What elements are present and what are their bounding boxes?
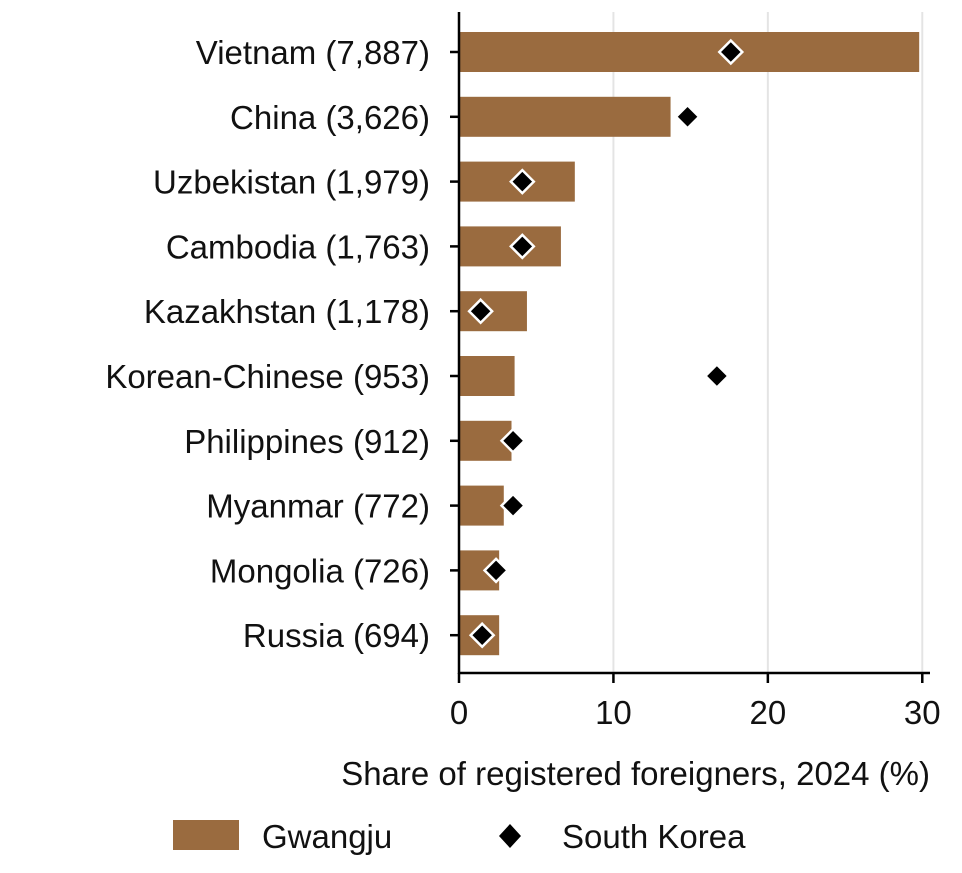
marker-south-korea (509, 168, 536, 195)
legend: Gwangju South Korea (173, 818, 746, 855)
bar-gwangju (459, 96, 671, 137)
legend-label-south-korea: South Korea (562, 818, 746, 855)
marker-south-korea (499, 492, 527, 519)
category-label: Myanmar (772) (206, 488, 430, 525)
x-axis-title: Share of registered foreigners, 2024 (%) (341, 755, 930, 792)
x-tick-label: 0 (450, 694, 468, 731)
bar-gwangju (459, 485, 504, 526)
category-label: Philippines (912) (184, 423, 430, 460)
marker-south-korea (674, 103, 701, 131)
marker-south-korea (468, 621, 496, 649)
marker-south-korea (499, 427, 527, 455)
category-label: Mongolia (726) (210, 552, 430, 589)
category-label: Kazakhstan (1,178) (144, 293, 430, 330)
x-tick-label: 20 (749, 694, 786, 731)
category-label: Cambodia (1,763) (166, 228, 430, 265)
category-label: Korean-Chinese (953) (105, 358, 430, 395)
category-label: Vietnam (7,887) (196, 34, 430, 71)
category-label: Russia (694) (243, 617, 430, 654)
legend-label-gwangju: Gwangju (262, 818, 392, 855)
marker-south-korea (717, 38, 745, 66)
marker-south-korea (703, 362, 731, 390)
category-labels: Vietnam (7,887) China (3,626) Uzbekistan (… (105, 34, 430, 654)
x-tick-label: 30 (904, 694, 941, 731)
x-tick-labels: 0 10 20 30 (450, 694, 941, 731)
legend-diamond-south-korea (499, 824, 521, 848)
axes (450, 12, 930, 683)
marker-south-korea (467, 297, 494, 325)
markers (467, 38, 745, 649)
category-label: Uzbekistan (1,979) (153, 164, 430, 201)
legend-swatch-gwangju (173, 820, 239, 850)
category-label: China (3,626) (230, 99, 430, 136)
bar-gwangju (459, 356, 515, 396)
marker-south-korea (509, 233, 536, 260)
bar-gwangju (459, 32, 920, 72)
x-tick-label: 10 (595, 694, 632, 731)
marker-south-korea (482, 557, 510, 584)
